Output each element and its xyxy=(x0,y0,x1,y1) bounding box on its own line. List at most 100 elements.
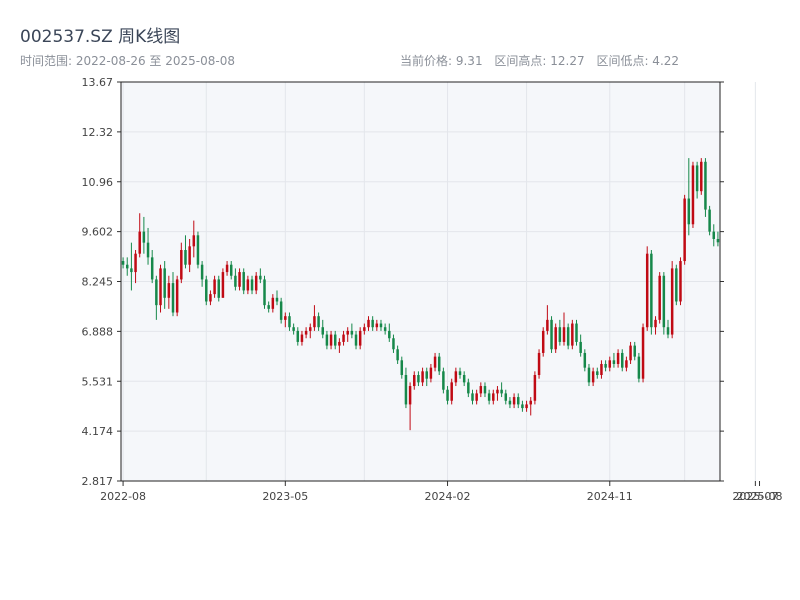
candle-body xyxy=(571,323,574,346)
x-tick-label: 2023-05 xyxy=(262,490,308,503)
candle-body xyxy=(134,253,137,273)
x-tick-label: 2024-02 xyxy=(425,490,471,503)
y-tick-label: 10.96 xyxy=(82,176,114,189)
candle-body xyxy=(209,294,212,302)
candle-body xyxy=(383,327,387,331)
candle-body xyxy=(142,231,146,243)
candle-body xyxy=(313,316,316,328)
candle-body xyxy=(259,275,262,280)
candle-body xyxy=(462,375,466,383)
candle-body xyxy=(125,264,129,269)
candle-body xyxy=(558,327,562,342)
candles xyxy=(121,158,720,431)
candle-body xyxy=(300,334,304,342)
candle-body xyxy=(346,330,349,335)
candle-body xyxy=(612,360,616,364)
candle-body xyxy=(234,275,237,287)
candle-body xyxy=(533,375,537,401)
candle-body xyxy=(629,345,632,361)
candle-body xyxy=(229,264,233,276)
candle-body xyxy=(712,231,716,239)
candle-body xyxy=(654,319,657,328)
candle-body xyxy=(458,371,462,376)
candle-body xyxy=(400,360,404,376)
candle-body xyxy=(354,334,358,346)
y-tick-label: 2.817 xyxy=(82,475,114,488)
x-tick-label: 2024-11 xyxy=(587,490,633,503)
candle-body xyxy=(600,363,603,376)
candle-body xyxy=(512,397,516,405)
candle-body xyxy=(279,301,283,320)
candle-body xyxy=(296,330,300,342)
candle-body xyxy=(566,327,570,346)
range-low-label: 区间低点: 4.22 xyxy=(596,54,680,68)
y-tick-label: 5.531 xyxy=(82,375,114,388)
candle-body xyxy=(404,375,408,405)
candle-body xyxy=(479,386,483,394)
candle-body xyxy=(546,319,549,331)
candle-body xyxy=(284,316,287,320)
candle-body xyxy=(641,327,645,379)
candle-body xyxy=(200,264,204,280)
candle-body xyxy=(475,393,478,401)
candle-body xyxy=(691,165,695,225)
candle-body xyxy=(616,352,620,364)
candle-body xyxy=(508,400,512,405)
chart-title: 002537.SZ 周K线图 xyxy=(20,27,181,47)
candle-body xyxy=(417,375,420,383)
candle-body xyxy=(425,371,428,379)
candle-body xyxy=(496,389,499,394)
candle-body xyxy=(525,404,528,409)
candle-body xyxy=(371,319,374,328)
candle-body xyxy=(221,272,225,298)
candle-body xyxy=(375,323,379,328)
candle-body xyxy=(483,386,487,394)
candle-body xyxy=(271,297,275,309)
candle-body xyxy=(159,268,162,306)
candle-body xyxy=(321,327,324,335)
x-tick-label: 2022-08 xyxy=(100,490,146,503)
candle-body xyxy=(670,268,674,335)
candle-body xyxy=(205,279,208,302)
candle-body xyxy=(429,367,433,379)
candle-body xyxy=(666,327,670,335)
candle-body xyxy=(167,283,171,298)
candle-body xyxy=(579,341,582,353)
candle-body xyxy=(196,235,200,265)
y-tick-label: 4.174 xyxy=(82,425,114,438)
plot-frame xyxy=(120,81,721,482)
candle-body xyxy=(633,345,636,357)
candle-body xyxy=(363,327,366,331)
candle-body xyxy=(471,393,474,401)
candle-body xyxy=(379,323,383,328)
candle-body xyxy=(250,279,254,291)
candle-body xyxy=(442,371,445,390)
y-tick-label: 8.245 xyxy=(82,276,114,289)
candle-body xyxy=(180,250,183,280)
candle-body xyxy=(700,161,703,192)
candle-body xyxy=(288,316,291,328)
candle-body xyxy=(687,198,691,225)
candle-body xyxy=(517,397,520,405)
candle-body xyxy=(292,327,295,331)
candle-body xyxy=(467,382,470,394)
y-tick-label: 13.67 xyxy=(82,76,114,89)
candle-body xyxy=(317,316,320,328)
candle-body xyxy=(450,382,453,401)
candle-body xyxy=(309,327,312,331)
candle-body xyxy=(192,235,196,247)
candle-body xyxy=(163,268,166,298)
candle-body xyxy=(583,352,587,368)
candle-body xyxy=(662,275,666,328)
candle-body xyxy=(554,327,557,350)
candle-body xyxy=(130,268,133,273)
candle-body xyxy=(217,279,221,298)
candle-body xyxy=(392,338,395,350)
candle-body xyxy=(587,367,591,383)
candle-body xyxy=(333,334,337,346)
stats-bar: 当前价格: 9.31 区间高点: 12.27 区间低点: 4.22 xyxy=(400,52,687,69)
candle-body xyxy=(504,393,508,401)
candle-body xyxy=(708,209,711,232)
candle-body xyxy=(454,371,458,383)
candle-body xyxy=(625,360,628,368)
